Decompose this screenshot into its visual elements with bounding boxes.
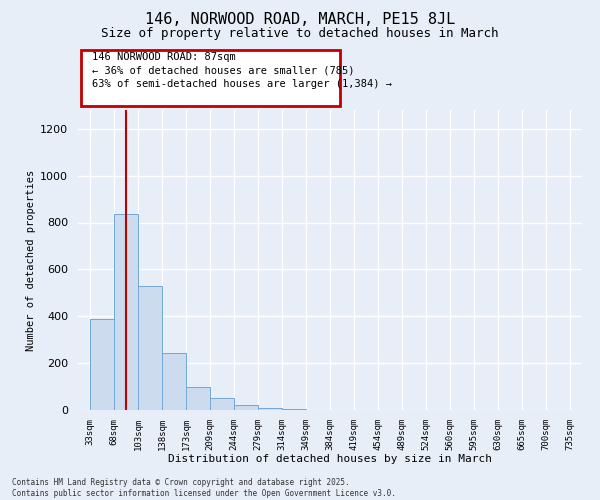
X-axis label: Distribution of detached houses by size in March: Distribution of detached houses by size … bbox=[168, 454, 492, 464]
Bar bbox=[186, 386, 210, 410]
Bar bbox=[282, 409, 306, 410]
Text: 146, NORWOOD ROAD, MARCH, PE15 8JL: 146, NORWOOD ROAD, MARCH, PE15 8JL bbox=[145, 12, 455, 28]
Bar bbox=[258, 408, 282, 410]
Text: Contains HM Land Registry data © Crown copyright and database right 2025.
Contai: Contains HM Land Registry data © Crown c… bbox=[12, 478, 396, 498]
Y-axis label: Number of detached properties: Number of detached properties bbox=[26, 170, 36, 350]
FancyBboxPatch shape bbox=[80, 50, 340, 106]
Bar bbox=[234, 406, 258, 410]
Bar bbox=[114, 214, 138, 410]
Bar bbox=[90, 318, 114, 410]
Text: Size of property relative to detached houses in March: Size of property relative to detached ho… bbox=[101, 28, 499, 40]
Bar bbox=[210, 398, 234, 410]
Text: 146 NORWOOD ROAD: 87sqm
← 36% of detached houses are smaller (785)
63% of semi-d: 146 NORWOOD ROAD: 87sqm ← 36% of detache… bbox=[91, 52, 392, 88]
Bar bbox=[162, 352, 186, 410]
Bar bbox=[138, 286, 162, 410]
